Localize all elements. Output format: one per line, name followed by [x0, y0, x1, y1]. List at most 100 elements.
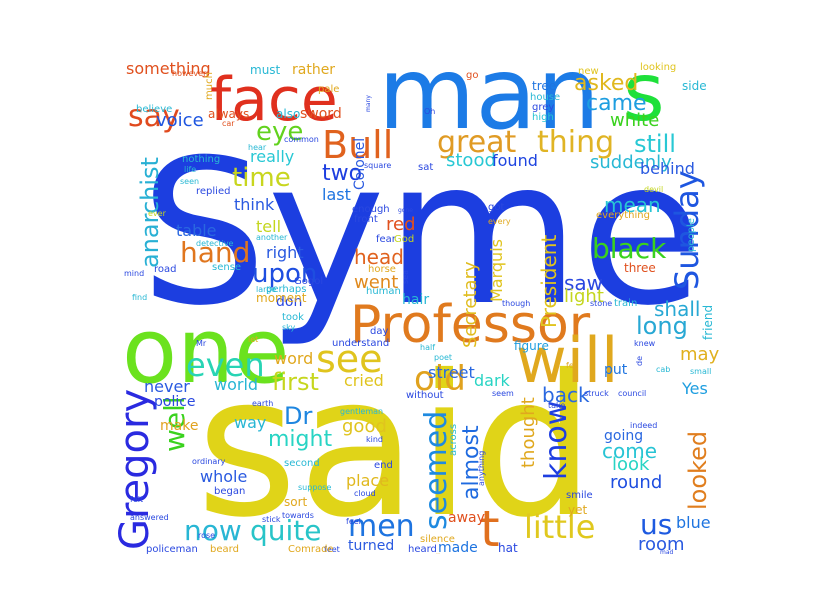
word-detective: detective [196, 239, 234, 248]
word-well: well [158, 396, 191, 452]
word-much: much [204, 72, 215, 100]
word-everything: everything [596, 210, 650, 221]
word-never: never [144, 377, 190, 396]
word-sword: sword [300, 106, 342, 122]
word-make: make [160, 418, 198, 434]
word-life: life [184, 165, 196, 174]
word-devil: devil [644, 185, 663, 194]
word-gentleman: gentleman [340, 407, 383, 416]
word-secretary: Secretary [460, 261, 481, 348]
word-anarchist: anarchist [136, 157, 164, 268]
word-rather: rather [292, 62, 335, 78]
word-room: room [638, 534, 685, 555]
word-cloud: cloud [354, 489, 376, 498]
word-t: t [480, 500, 500, 558]
word-blue: blue [676, 513, 711, 532]
word-went: went [354, 272, 398, 293]
word-pale: pale [318, 84, 339, 95]
word-figure: figure [514, 339, 549, 353]
word-long: long [636, 312, 688, 340]
word-president: President [537, 235, 561, 328]
word-poet: poet [434, 353, 452, 362]
word-day: day [370, 326, 388, 337]
word-good: good [342, 416, 387, 437]
word-ordinary: ordinary [192, 457, 226, 466]
word-hair: hair [402, 292, 429, 308]
word-stick: stick [262, 515, 281, 524]
word-last: last [322, 185, 351, 204]
word-man: man [378, 35, 600, 152]
word-right: right [266, 243, 304, 262]
word-comrade: Comrade [288, 544, 334, 555]
word-street: street [428, 363, 475, 382]
word-us: us [640, 508, 672, 541]
word-many: many [365, 95, 372, 112]
word-s: s [623, 46, 665, 139]
word-also: also [276, 107, 300, 121]
word-gregory: Gregory [112, 389, 158, 550]
word-took: took [282, 312, 304, 323]
word-grey: grey [532, 102, 554, 113]
word-police: police [154, 394, 196, 410]
word-people: people [686, 218, 697, 252]
word-table: table [176, 221, 217, 240]
word-great: great [437, 125, 517, 160]
word-policeman: policeman [146, 544, 198, 555]
word-moment: moment [256, 291, 307, 305]
word-square: square [364, 161, 391, 170]
word-put: put [604, 362, 628, 378]
word-though: though [502, 299, 530, 308]
word-syme: Syme [140, 117, 703, 350]
word-two: two [322, 161, 362, 186]
word-heard: heard [408, 544, 437, 555]
word-felt: felt [130, 495, 143, 504]
word-made: made [438, 540, 478, 556]
word-asked: asked [574, 71, 638, 96]
word-high: high [532, 112, 554, 123]
word-mad: mad [660, 549, 674, 556]
word-quite: quite [250, 514, 322, 547]
word-old: old [414, 359, 466, 399]
word-oh: Oh [424, 107, 435, 116]
word-answered: answered [130, 513, 169, 522]
word-looked: looked [684, 431, 712, 510]
word-beard: beard [210, 544, 239, 555]
word-new: new [578, 66, 599, 77]
word-word: word [274, 349, 313, 368]
word-yes: Yes [681, 379, 708, 398]
word-side: side [682, 79, 707, 93]
word-large: large [256, 285, 276, 294]
word-come: come [602, 439, 657, 463]
word-say: say [128, 99, 180, 134]
word-eye: eye [256, 117, 303, 147]
word-gogol: Gogol [294, 276, 323, 287]
word-something: something [126, 59, 211, 78]
word-place: place [346, 471, 389, 490]
word-feel: feel [346, 517, 361, 526]
word-feet: feet [324, 545, 340, 554]
word-first: first [272, 368, 319, 396]
word-rose: rose [198, 531, 215, 540]
word-face: face [210, 65, 338, 135]
word-began: began [214, 486, 245, 497]
word-voice: voice [156, 110, 204, 131]
word-suppose: suppose [298, 483, 331, 492]
word-seen: seen [180, 177, 199, 186]
word-see: see [316, 337, 383, 381]
word-away: away [448, 510, 485, 526]
word-car: car [222, 119, 235, 128]
word-suddenly: suddenly [590, 152, 672, 173]
word-one: one [122, 299, 289, 404]
word-professor: Professor [350, 295, 591, 355]
word-sort: sort [284, 495, 308, 509]
word-stone: stone [590, 299, 612, 308]
word-tell: tell [256, 217, 281, 236]
word-marquis: Marquis [487, 239, 506, 302]
word-always: always [208, 107, 249, 121]
word-dark: dark [474, 371, 511, 390]
word-road: road [154, 264, 177, 275]
word-half: half [420, 343, 435, 352]
word-red: red [386, 214, 416, 235]
word-horse: horse [368, 264, 396, 275]
word-seem: seem [492, 389, 514, 398]
